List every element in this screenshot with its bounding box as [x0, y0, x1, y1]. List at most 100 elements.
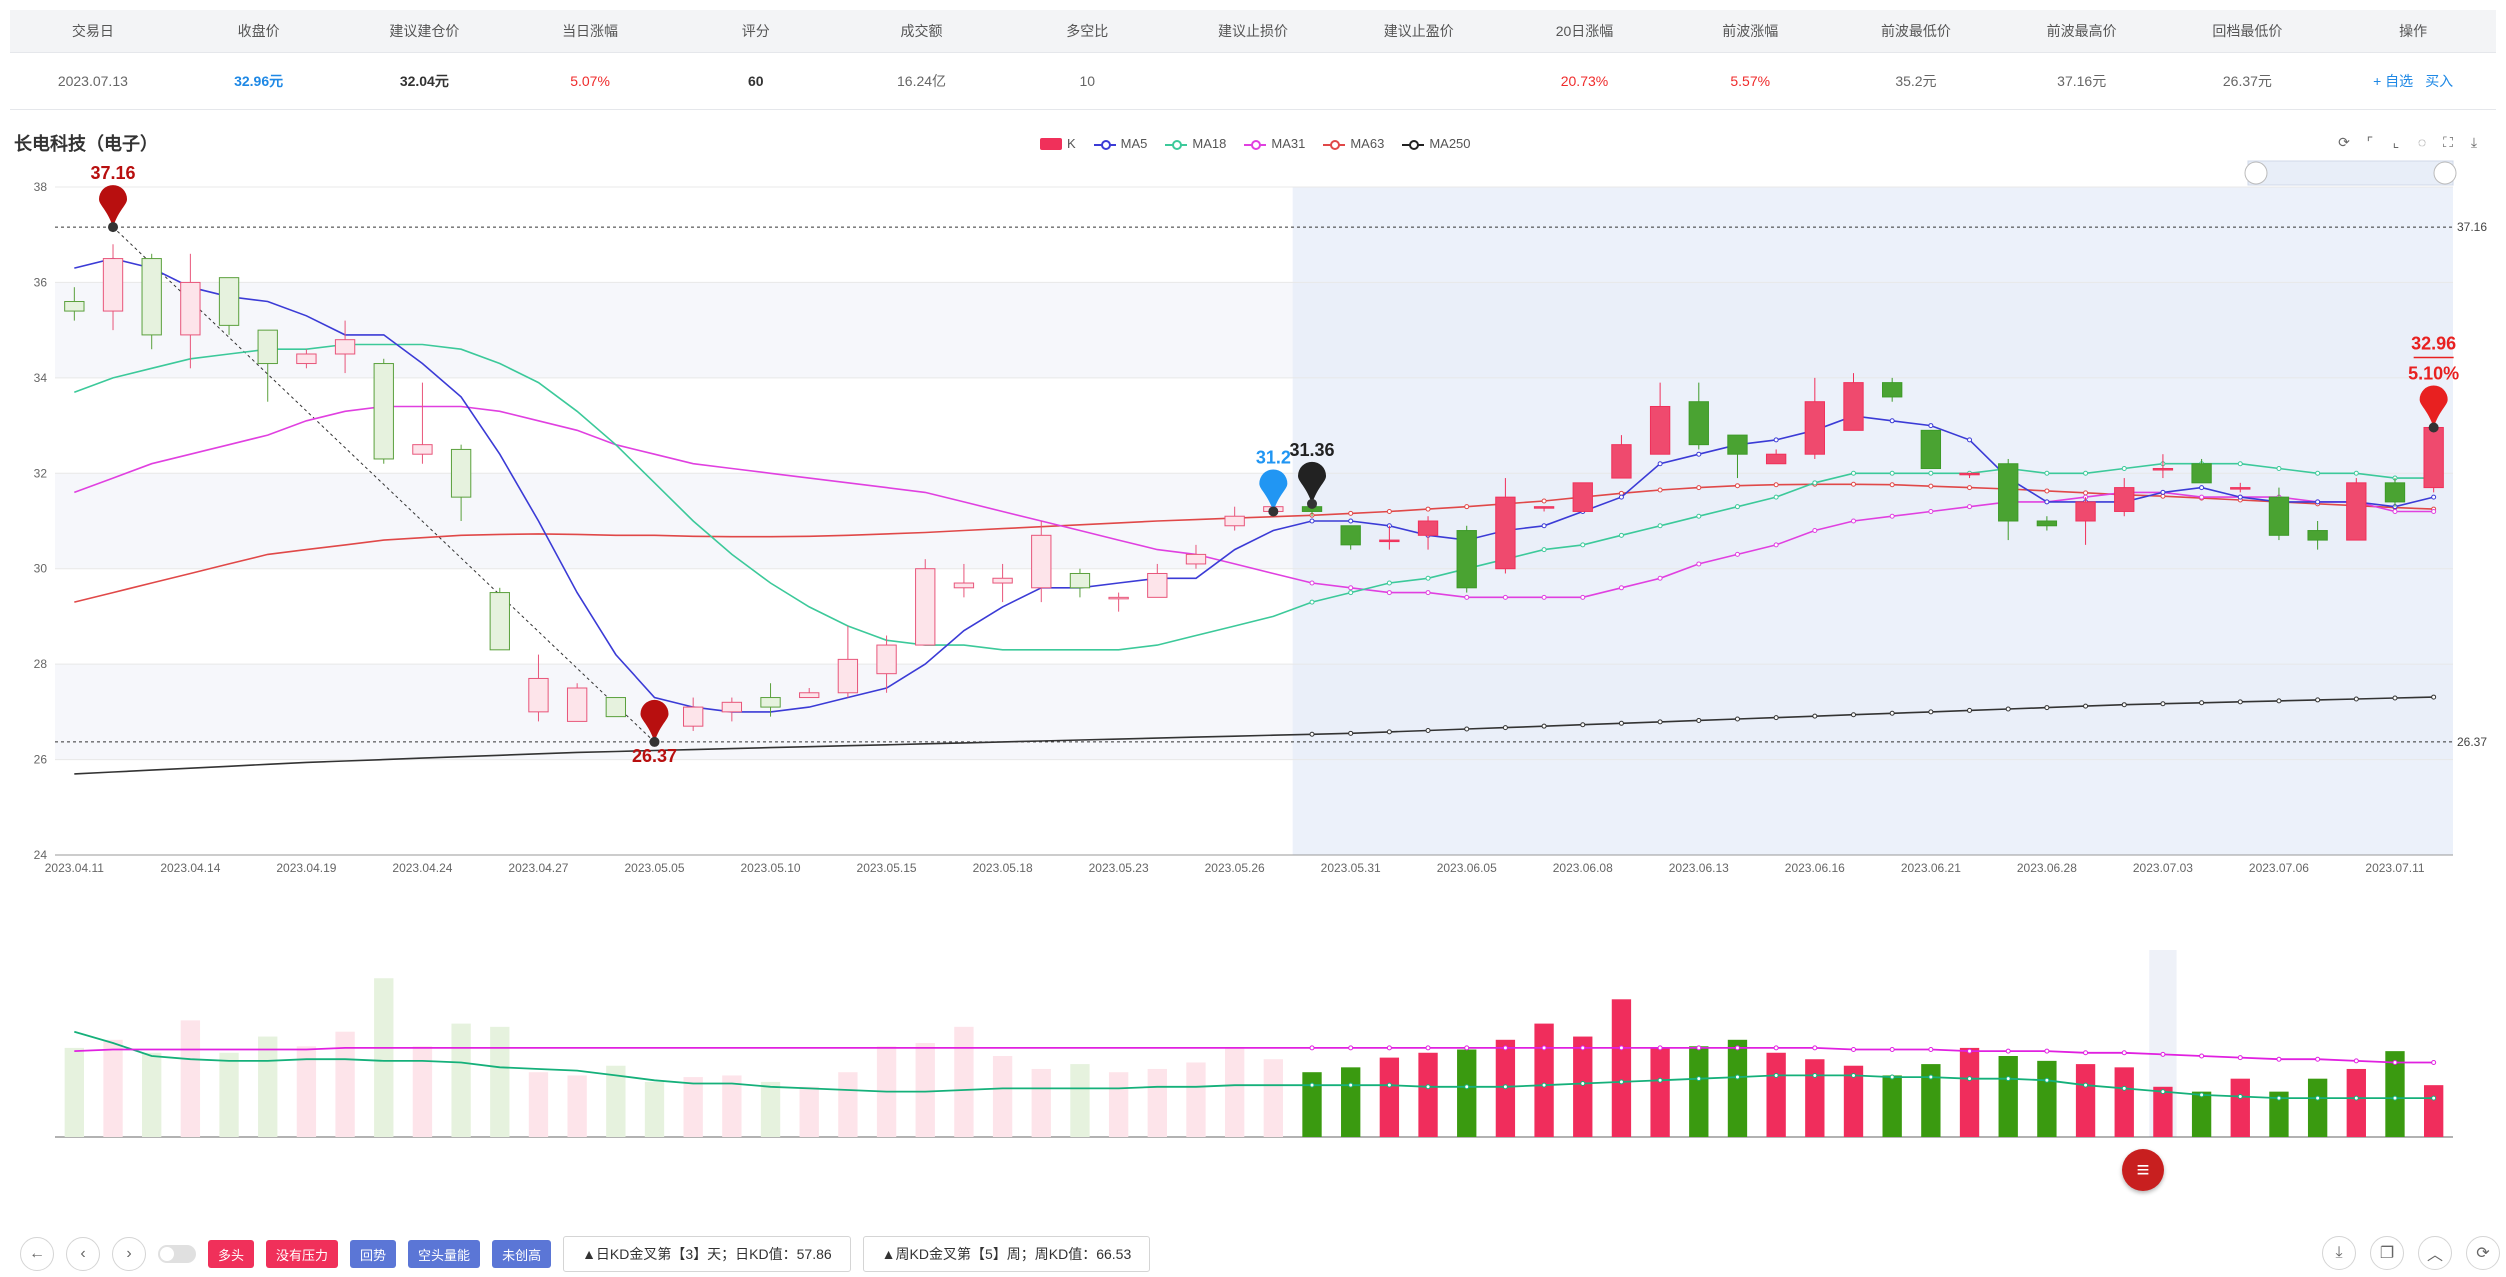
candle-body: [760, 697, 781, 708]
legend-item-k[interactable]: K: [1040, 136, 1076, 151]
legend-item-ma250[interactable]: MA250: [1402, 136, 1471, 151]
volume-bar: [258, 1036, 278, 1137]
ma5-point: [1967, 437, 1973, 443]
legend-item-ma31[interactable]: MA31: [1244, 136, 1305, 151]
ma5-point: [2431, 494, 2437, 500]
ma31-point: [1696, 561, 1702, 567]
candle-body: [141, 258, 162, 336]
ma250-point: [1425, 727, 1431, 733]
volume-bar: [2191, 1091, 2212, 1137]
volume-ma-long-point: [2431, 1059, 2437, 1065]
ma63-point: [1773, 482, 1779, 488]
volume-ma-long-point: [2199, 1053, 2205, 1059]
ma63-point: [1928, 483, 1934, 489]
tag-bullish: 多头: [208, 1240, 255, 1268]
x-tick-label: 2023.05.18: [973, 861, 1033, 875]
volume-bar: [1147, 1068, 1167, 1137]
volume-ma-short-point: [1464, 1084, 1470, 1090]
cell-wave-change: 5.57%: [1730, 73, 1771, 89]
candle-body: [1224, 515, 1245, 527]
toggle-switch[interactable]: [158, 1245, 196, 1263]
volume-bar: [1263, 1059, 1284, 1137]
zoom-select-icon[interactable]: ⌜: [2366, 133, 2374, 150]
volume-ma-short-point: [2121, 1085, 2127, 1091]
candle-body: [1649, 405, 1671, 455]
volume-ma-short-point: [1812, 1072, 1818, 1078]
candle-body: [1533, 506, 1555, 509]
zoom-slider: [2247, 160, 2454, 186]
tag-bear-volume: 空头量能: [408, 1240, 481, 1268]
marker-label: 37.16: [90, 163, 135, 183]
header-cell: 20日涨幅: [1555, 23, 1614, 39]
candle-body: [1417, 520, 1439, 536]
ma63-point: [1541, 498, 1547, 504]
legend-item-ma63[interactable]: MA63: [1323, 136, 1384, 151]
ma250-point: [2431, 694, 2437, 700]
volume-ma-short-point: [1580, 1081, 1586, 1087]
highlight-region: [1292, 187, 2453, 855]
refresh-icon[interactable]: ⟳: [2466, 1236, 2500, 1270]
copy-icon[interactable]: ❐: [2370, 1236, 2404, 1270]
add-watchlist-button[interactable]: + 自选: [2373, 73, 2414, 89]
buy-button[interactable]: 买入: [2425, 73, 2454, 89]
volume-ma-short-point: [2005, 1076, 2011, 1082]
ma18-point: [1696, 513, 1702, 519]
volume-ma-short-point: [2237, 1094, 2243, 1099]
legend-item-ma18[interactable]: MA18: [1165, 136, 1226, 151]
volume-bar: [606, 1065, 626, 1137]
x-tick-label: 2023.04.11: [45, 861, 104, 875]
legend-label: K: [1067, 136, 1076, 151]
volume-bar: [451, 1023, 471, 1137]
volume-bar: [1766, 1052, 1786, 1137]
download-icon[interactable]: ⤓: [2322, 1236, 2356, 1270]
ma18-point: [1425, 575, 1431, 581]
candle-body: [683, 706, 704, 727]
header-cell: 前波最高价: [2046, 23, 2117, 39]
ma250-point: [2353, 696, 2359, 702]
candle-body: [1688, 401, 1709, 446]
ma250-point: [2237, 699, 2243, 705]
volume-bar: [1611, 999, 1632, 1137]
ma250-point: [1348, 730, 1354, 736]
fullscreen-icon[interactable]: ⛶: [2443, 133, 2453, 150]
marker-pin: [99, 185, 128, 228]
ma31-point: [2431, 508, 2437, 514]
x-tick-label: 2023.05.26: [1205, 861, 1265, 875]
volume-ma-short-point: [2083, 1082, 2089, 1088]
chevron-left-icon[interactable]: ‹: [66, 1237, 100, 1271]
volume-ma-short-point: [2431, 1095, 2437, 1101]
ma250-point: [1618, 720, 1624, 726]
chevron-right-icon[interactable]: ›: [112, 1237, 146, 1271]
back-arrow-icon[interactable]: ←: [20, 1237, 54, 1271]
x-tick-label: 2023.05.15: [857, 861, 917, 875]
chevron-up-icon[interactable]: ︿: [2418, 1236, 2452, 1270]
zoom-reset-icon[interactable]: ⌞: [2392, 133, 2400, 150]
legend-item-ma5[interactable]: MA5: [1093, 136, 1147, 151]
ma18-point: [1812, 480, 1818, 486]
ma18-point: [1851, 470, 1856, 476]
ma250-point: [1928, 709, 1934, 715]
ma18-point: [2121, 466, 2127, 472]
ma250-point: [1967, 707, 1973, 713]
volume-bar: [64, 1047, 85, 1137]
candle-body: [1998, 463, 2019, 522]
header-cell: 评分: [741, 23, 770, 39]
volume-bar: [1186, 1062, 1206, 1137]
ma250-point: [1773, 715, 1779, 721]
legend-label: MA31: [1271, 136, 1306, 151]
volume-bar: [1534, 1023, 1554, 1137]
ma31-point: [1386, 590, 1392, 596]
ma5-line: [74, 257, 2434, 713]
menu-fab-button[interactable]: ≡: [2122, 1149, 2164, 1191]
ma18-point: [1386, 580, 1392, 586]
refresh-icon[interactable]: ⟳: [2338, 133, 2350, 150]
download-icon[interactable]: ⤓: [2470, 133, 2478, 150]
marker-dot: [1268, 506, 1279, 517]
ma250-point: [1696, 717, 1702, 723]
ma63-point: [2083, 490, 2089, 496]
volume-ma-short-point: [1773, 1072, 1779, 1078]
ma18-point: [1541, 547, 1547, 553]
restore-icon[interactable]: ◌: [2417, 134, 2427, 150]
volume-ma-short-point: [1309, 1082, 1315, 1088]
